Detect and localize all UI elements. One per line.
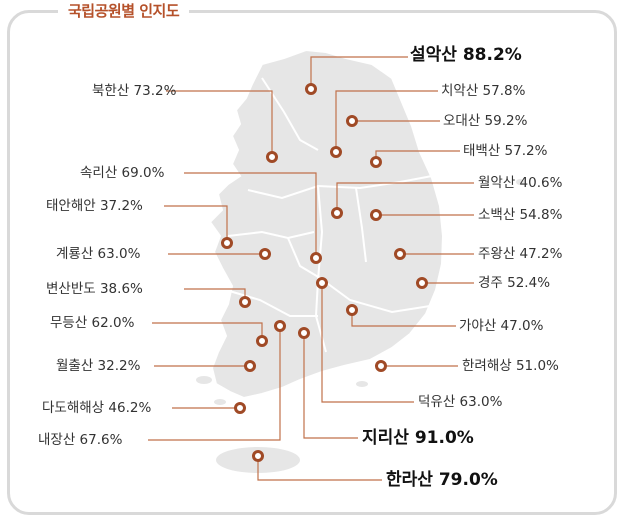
label-taebaeksan: 태백산 57.2%: [463, 143, 548, 159]
label-chiaksan: 치악산 57.8%: [441, 83, 526, 99]
label-sobaeksan: 소백산 54.8%: [478, 207, 563, 223]
marker-naejangsan: [274, 320, 286, 332]
map-title: 국립공원별 인지도: [58, 0, 190, 22]
marker-odaesan: [346, 115, 358, 127]
marker-gayasan: [346, 304, 358, 316]
marker-dadohaehaesang: [234, 402, 246, 414]
island-2: [214, 399, 226, 405]
marker-byeonsanbando: [239, 296, 251, 308]
marker-mudeungsan: [256, 335, 268, 347]
marker-bukhansan: [266, 151, 278, 163]
label-naejangsan: 내장산 67.6%: [38, 432, 123, 448]
marker-jirisan: [298, 327, 310, 339]
park-markers: [221, 83, 428, 462]
marker-deogyusan: [316, 277, 328, 289]
leader-chiaksan: [335, 90, 438, 152]
leader-hallasan: [257, 456, 382, 481]
label-hallyeohaesang: 한려해상 51.0%: [462, 358, 559, 374]
marker-seoraksan: [305, 83, 317, 95]
label-mudeungsan: 무등산 62.0%: [50, 315, 135, 331]
marker-wolchulsan: [244, 360, 256, 372]
label-byeonsanbando: 변산반도 38.6%: [46, 281, 143, 297]
marker-woraksan: [331, 207, 343, 219]
label-taeanhaean: 태안해안 37.2%: [46, 198, 143, 214]
leader-songnisan: [184, 172, 317, 257]
marker-juwangsan: [394, 248, 406, 260]
marker-chiaksan: [330, 146, 342, 158]
label-woraksan: 월악산 40.6%: [478, 175, 563, 191]
leader-taeanhaean: [164, 205, 228, 243]
island-3: [356, 381, 368, 387]
ulleungdo: [516, 179, 524, 185]
marker-sobaeksan: [370, 209, 382, 221]
leader-bukhansan: [166, 90, 273, 156]
label-seoraksan: 설악산 88.2%: [410, 45, 522, 65]
marker-gyeongju: [416, 277, 428, 289]
marker-hallasan: [252, 450, 264, 462]
label-wolchulsan: 월출산 32.2%: [56, 358, 141, 374]
marker-taeanhaean: [221, 237, 233, 249]
label-gayasan: 가야산 47.0%: [459, 318, 544, 334]
label-odaesan: 오대산 59.2%: [443, 113, 528, 129]
leader-jirisan: [303, 333, 358, 439]
leader-naejangsan: [148, 326, 281, 441]
label-jirisan: 지리산 91.0%: [362, 428, 474, 448]
label-juwangsan: 주왕산 47.2%: [478, 246, 563, 262]
label-deogyusan: 덕유산 63.0%: [418, 394, 503, 410]
mainland-shape: [208, 48, 445, 400]
province-borders: [225, 77, 433, 353]
label-gyeongju: 경주 52.4%: [478, 275, 551, 291]
label-gyeryongsan: 계룡산 63.0%: [56, 246, 141, 262]
island-1: [196, 376, 212, 384]
leader-deogyusan: [321, 283, 414, 403]
label-hallasan: 한라산 79.0%: [386, 470, 498, 490]
marker-hallyeohaesang: [375, 360, 387, 372]
leader-woraksan: [336, 182, 474, 212]
label-songnisan: 속리산 69.0%: [80, 165, 165, 181]
label-bukhansan: 북한산 73.2%: [92, 83, 177, 99]
marker-songnisan: [310, 252, 322, 264]
marker-gyeryongsan: [259, 248, 271, 260]
marker-taebaeksan: [370, 156, 382, 168]
leader-seoraksan: [310, 56, 408, 89]
label-dadohaehaesang: 다도해해상 46.2%: [42, 400, 152, 416]
